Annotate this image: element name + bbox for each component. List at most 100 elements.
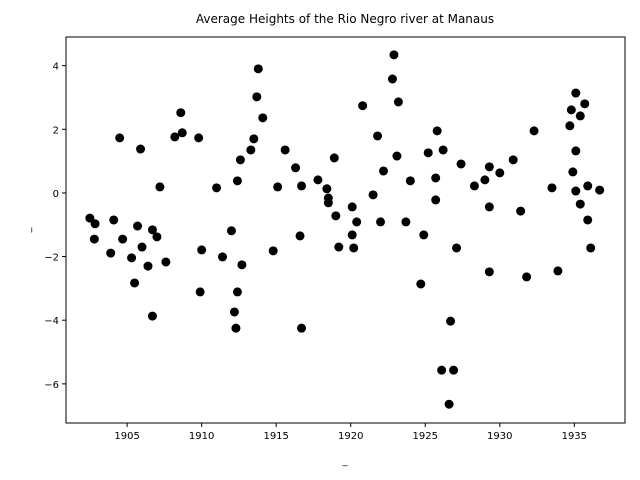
point bbox=[212, 183, 222, 193]
point bbox=[444, 399, 454, 409]
point bbox=[595, 185, 605, 195]
point bbox=[431, 173, 441, 183]
point bbox=[437, 365, 447, 375]
point bbox=[373, 131, 383, 141]
point bbox=[170, 132, 180, 142]
y-tick-label: −2 bbox=[44, 253, 59, 264]
point bbox=[347, 230, 357, 240]
point bbox=[133, 221, 143, 231]
y-tick-label: 0 bbox=[53, 189, 59, 200]
point bbox=[130, 278, 140, 288]
point bbox=[529, 126, 539, 136]
point bbox=[449, 365, 459, 375]
point bbox=[161, 257, 171, 267]
point bbox=[89, 234, 99, 244]
point bbox=[547, 183, 557, 193]
point bbox=[155, 182, 165, 192]
point bbox=[389, 50, 399, 60]
point bbox=[565, 121, 575, 131]
point bbox=[194, 133, 204, 143]
x-axis-label: _ bbox=[342, 456, 349, 467]
y-tick-label: −6 bbox=[44, 380, 59, 391]
point bbox=[368, 190, 378, 200]
point bbox=[237, 260, 247, 270]
point bbox=[431, 195, 441, 205]
point bbox=[484, 267, 494, 277]
point bbox=[231, 323, 241, 333]
point bbox=[291, 163, 301, 173]
point bbox=[452, 243, 462, 253]
point bbox=[273, 182, 283, 192]
point bbox=[246, 145, 256, 155]
point bbox=[295, 231, 305, 241]
point bbox=[387, 74, 397, 84]
point bbox=[235, 155, 245, 165]
point bbox=[484, 202, 494, 212]
y-axis-label: _ bbox=[22, 227, 33, 234]
point bbox=[358, 101, 368, 111]
point bbox=[313, 175, 323, 185]
point bbox=[495, 168, 505, 178]
point bbox=[583, 181, 593, 191]
point bbox=[393, 97, 403, 107]
point bbox=[249, 134, 259, 144]
point bbox=[115, 133, 125, 143]
point bbox=[575, 111, 585, 121]
y-tick-label: −4 bbox=[44, 316, 59, 327]
point bbox=[127, 253, 137, 263]
point bbox=[258, 113, 268, 123]
x-tick-label: 1910 bbox=[189, 431, 214, 442]
point bbox=[280, 145, 290, 155]
point bbox=[352, 217, 362, 227]
point bbox=[575, 199, 585, 209]
point bbox=[253, 64, 263, 74]
point bbox=[143, 261, 153, 271]
point bbox=[232, 176, 242, 186]
point bbox=[226, 226, 236, 236]
point bbox=[456, 159, 466, 169]
point bbox=[508, 155, 518, 165]
point bbox=[109, 215, 119, 225]
point bbox=[90, 219, 100, 229]
point bbox=[568, 167, 578, 177]
point bbox=[218, 252, 228, 262]
point bbox=[484, 162, 494, 172]
point bbox=[580, 99, 590, 109]
x-tick-label: 1915 bbox=[263, 431, 288, 442]
y-tick-label: 2 bbox=[53, 125, 59, 136]
point bbox=[571, 88, 581, 98]
point bbox=[553, 266, 563, 276]
point bbox=[347, 202, 357, 212]
plot-frame bbox=[65, 36, 626, 424]
point bbox=[229, 307, 239, 317]
point bbox=[432, 126, 442, 136]
point bbox=[322, 184, 332, 194]
point bbox=[571, 186, 581, 196]
chart-title: Average Heights of the Rio Negro river a… bbox=[196, 12, 494, 26]
point bbox=[197, 245, 207, 255]
point bbox=[106, 248, 116, 258]
point bbox=[118, 234, 128, 244]
point bbox=[401, 217, 411, 227]
point bbox=[566, 105, 576, 115]
x-tick-label: 1920 bbox=[338, 431, 363, 442]
point bbox=[147, 311, 157, 321]
point bbox=[423, 148, 433, 158]
point bbox=[195, 287, 205, 297]
point bbox=[136, 144, 146, 154]
point bbox=[177, 128, 187, 138]
point bbox=[392, 151, 402, 161]
point bbox=[379, 166, 389, 176]
point bbox=[469, 181, 479, 191]
point bbox=[176, 108, 186, 118]
x-tick-label: 1925 bbox=[413, 431, 438, 442]
x-tick-label: 1905 bbox=[114, 431, 139, 442]
point bbox=[323, 193, 333, 203]
point bbox=[334, 242, 344, 252]
x-tick-label: 1930 bbox=[487, 431, 512, 442]
point bbox=[252, 92, 262, 102]
point bbox=[137, 242, 147, 252]
point bbox=[331, 211, 341, 221]
